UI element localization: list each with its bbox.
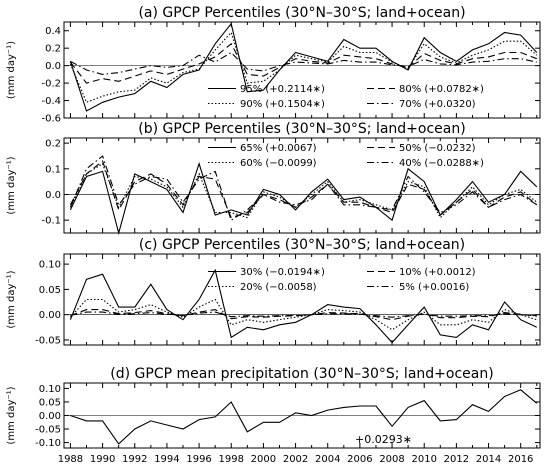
series-line-0	[69, 161, 538, 236]
y-tick-label: -0.05	[35, 425, 61, 436]
series-line-1	[69, 31, 538, 104]
series-line-1	[69, 162, 538, 219]
y-tick-label: 0.10	[39, 260, 61, 271]
x-tick-label: 2012	[444, 454, 469, 465]
legend-entry: 10% (+0.0012)	[399, 267, 476, 278]
y-tick-label: 0.05	[39, 285, 61, 296]
y-axis-label: (mm day⁻¹)	[6, 156, 17, 214]
y-axis-label: (mm day⁻¹)	[6, 41, 17, 99]
legend: 65% (+0.0067) 60% (−0.0099) 50% (−0.0232) 4…	[208, 143, 484, 169]
y-tick-label: 0.10	[39, 384, 61, 395]
x-tick-label: 2006	[347, 454, 372, 465]
y-tick-label: -0.1	[41, 216, 61, 227]
series-line-3	[69, 155, 538, 222]
series-line-0	[69, 268, 538, 344]
y-tick-label: 0.2	[45, 139, 61, 150]
x-tick-label: 1994	[154, 454, 179, 465]
legend-entry: 5% (+0.0016)	[399, 282, 469, 293]
series-line-3	[70, 311, 537, 318]
y-axis-label: (mm day⁻¹)	[6, 270, 17, 328]
y-axis-label: (mm day⁻¹)	[6, 386, 17, 444]
panel-title: (c) GPCP Percentiles (30°N–30°S; land+oc…	[139, 237, 465, 253]
x-tick-label: 2014	[476, 454, 501, 465]
panel-title: (d) GPCP mean precipitation (30°N–30°S; …	[110, 366, 493, 382]
series-line-2	[69, 160, 538, 219]
legend-entry: 80% (+0.0782∗)	[399, 84, 484, 95]
x-tick-label: 2002	[283, 454, 308, 465]
series-line-3	[70, 51, 537, 75]
y-tick-label: -0.4	[41, 96, 61, 107]
x-tick-label: 1990	[90, 454, 115, 465]
plot-frame	[63, 137, 541, 234]
y-tick-label: -0.6	[41, 114, 61, 125]
y-tick-label: 0.4	[45, 26, 61, 37]
x-tick-label: 2004	[315, 454, 340, 465]
y-tick-label: 0.00	[39, 411, 61, 422]
legend-entry: 30% (−0.0194∗)	[240, 267, 325, 278]
series-line-2	[70, 309, 537, 321]
panel-title: (a) GPCP Percentiles (30°N–30°S; land+oc…	[138, 5, 465, 21]
y-tick-label: 0.0	[45, 61, 61, 72]
y-tick-label: -0.10	[35, 438, 61, 449]
legend-entry: 40% (−0.0288∗)	[399, 158, 484, 169]
y-tick-label: 0.05	[39, 397, 61, 408]
x-tick-label: 1992	[122, 454, 147, 465]
legend-entry: 20% (−0.0058)	[240, 282, 317, 293]
x-tick-label: 1998	[219, 454, 244, 465]
x-tick-label: 1996	[186, 454, 211, 465]
legend-entry: 95% (+0.2114∗)	[240, 84, 325, 95]
x-tick-label: 2008	[379, 454, 404, 465]
panel-title: (b) GPCP Percentiles (30°N–30°S; land+oc…	[138, 121, 465, 137]
y-tick-label: 0.1	[45, 164, 61, 175]
legend-entry: 65% (+0.0067)	[240, 143, 317, 154]
legend: 30% (−0.0194∗) 20% (−0.0058) 10% (+0.0012)…	[208, 267, 476, 293]
y-tick-label: -0.05	[35, 335, 61, 346]
legend-entry: 50% (−0.0232)	[399, 143, 476, 154]
series-line-0	[70, 389, 538, 445]
legend-entry: 90% (+0.1504∗)	[240, 99, 325, 110]
y-tick-label: 0.2	[45, 44, 61, 55]
plot-frame	[63, 21, 541, 119]
panel-d: (d) GPCP mean precipitation (30°N–30°S; …	[6, 366, 541, 449]
y-tick-label: -0.2	[41, 79, 61, 90]
x-tick-label: 2000	[251, 454, 276, 465]
series-line-2	[69, 42, 537, 84]
x-tick-label: 2010	[411, 454, 436, 465]
plot-frame	[63, 253, 541, 346]
y-tick-label: 0.0	[45, 190, 61, 201]
trend-annotation: +0.0293∗	[355, 433, 412, 446]
legend: 95% (+0.2114∗) 90% (+0.1504∗) 80% (+0.0782…	[208, 84, 484, 110]
series-line-0	[69, 22, 538, 112]
legend-entry: 60% (−0.0099)	[240, 158, 317, 169]
y-tick-label: 0.00	[39, 310, 61, 321]
x-tick-label: 2016	[508, 454, 533, 465]
panel-b: (b) GPCP Percentiles (30°N–30°S; land+oc…	[6, 121, 541, 236]
panel-a: (a) GPCP Percentiles (30°N–30°S; land+oc…	[6, 5, 541, 125]
panel-c: (c) GPCP Percentiles (30°N–30°S; land+oc…	[6, 237, 541, 346]
legend-entry: 70% (+0.0320)	[399, 99, 476, 110]
x-tick-label: 1988	[58, 454, 83, 465]
